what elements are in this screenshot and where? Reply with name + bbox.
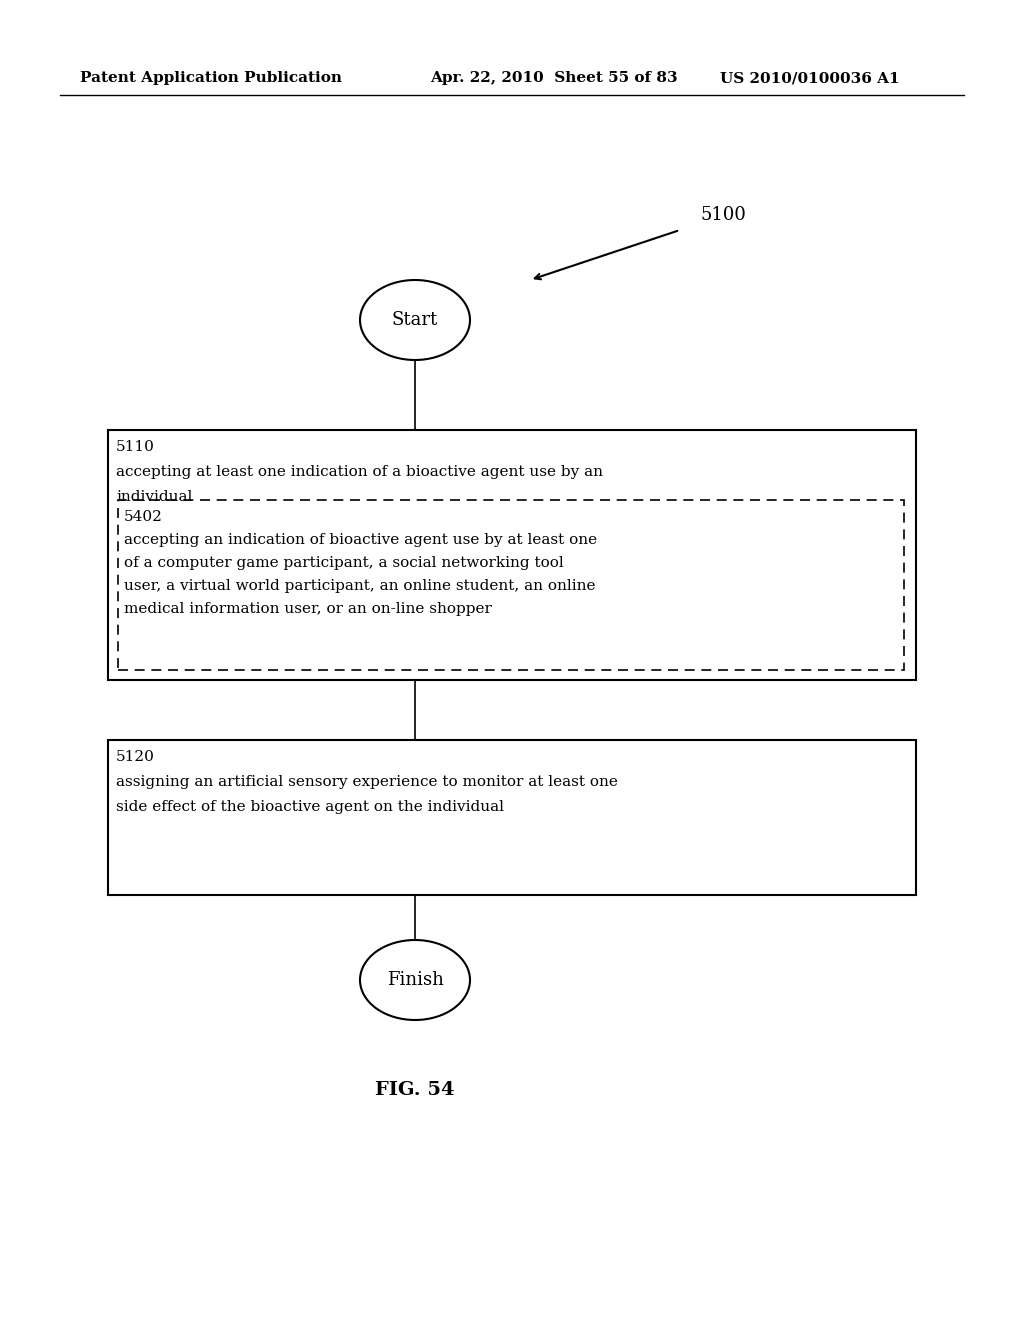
Bar	[118, 500, 904, 671]
Text: side effect of the bioactive agent on the individual: side effect of the bioactive agent on th…	[116, 800, 504, 814]
Text: assigning an artificial sensory experience to monitor at least one: assigning an artificial sensory experien…	[116, 775, 617, 789]
Text: Finish: Finish	[387, 972, 443, 989]
Text: individual: individual	[116, 490, 193, 504]
Bar	[108, 430, 916, 680]
Text: Apr. 22, 2010  Sheet 55 of 83: Apr. 22, 2010 Sheet 55 of 83	[430, 71, 678, 84]
Bar	[108, 741, 916, 895]
Text: 5120: 5120	[116, 750, 155, 764]
Text: US 2010/0100036 A1: US 2010/0100036 A1	[720, 71, 900, 84]
Text: 5110: 5110	[116, 440, 155, 454]
Text: Start: Start	[392, 312, 438, 329]
Text: Patent Application Publication: Patent Application Publication	[80, 71, 342, 84]
Text: 5100: 5100	[700, 206, 745, 224]
Text: FIG. 54: FIG. 54	[375, 1081, 455, 1100]
Text: accepting an indication of bioactive agent use by at least one: accepting an indication of bioactive age…	[124, 533, 597, 546]
Text: 5402: 5402	[124, 510, 163, 524]
Text: user, a virtual world participant, an online student, an online: user, a virtual world participant, an on…	[124, 579, 596, 593]
Text: of a computer game participant, a social networking tool: of a computer game participant, a social…	[124, 556, 564, 570]
Text: medical information user, or an on-line shopper: medical information user, or an on-line …	[124, 602, 492, 616]
Text: accepting at least one indication of a bioactive agent use by an: accepting at least one indication of a b…	[116, 465, 603, 479]
